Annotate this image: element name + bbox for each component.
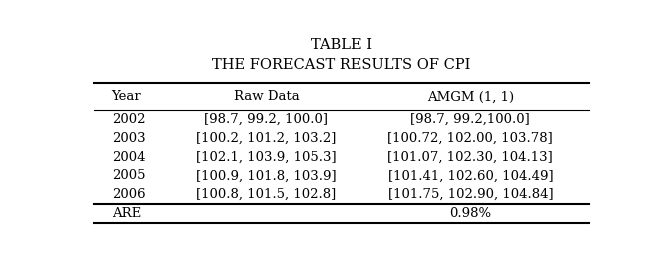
Text: ARE: ARE (112, 207, 141, 220)
Text: [102.1, 103.9, 105.3]: [102.1, 103.9, 105.3] (196, 151, 337, 164)
Text: [98.7, 99.2, 100.0]: [98.7, 99.2, 100.0] (204, 113, 328, 126)
Text: 2005: 2005 (112, 169, 145, 182)
Text: Year: Year (112, 90, 141, 103)
Text: 2004: 2004 (112, 151, 145, 164)
Text: Raw Data: Raw Data (234, 90, 299, 103)
Text: [100.9, 101.8, 103.9]: [100.9, 101.8, 103.9] (196, 169, 337, 182)
Text: AMGM (1, 1): AMGM (1, 1) (427, 90, 514, 103)
Text: [100.2, 101.2, 103.2]: [100.2, 101.2, 103.2] (196, 132, 337, 145)
Text: THE FORECAST RESULTS OF CPI: THE FORECAST RESULTS OF CPI (212, 58, 470, 72)
Text: 2006: 2006 (112, 188, 145, 201)
Text: [101.75, 102.90, 104.84]: [101.75, 102.90, 104.84] (388, 188, 553, 201)
Text: [101.07, 102.30, 104.13]: [101.07, 102.30, 104.13] (388, 151, 553, 164)
Text: 2002: 2002 (112, 113, 145, 126)
Text: [101.41, 102.60, 104.49]: [101.41, 102.60, 104.49] (388, 169, 553, 182)
Text: 0.98%: 0.98% (450, 207, 492, 220)
Text: [100.8, 101.5, 102.8]: [100.8, 101.5, 102.8] (196, 188, 336, 201)
Text: [100.72, 102.00, 103.78]: [100.72, 102.00, 103.78] (388, 132, 553, 145)
Text: [98.7, 99.2,100.0]: [98.7, 99.2,100.0] (410, 113, 530, 126)
Text: TABLE I: TABLE I (311, 38, 372, 52)
Text: 2003: 2003 (112, 132, 145, 145)
